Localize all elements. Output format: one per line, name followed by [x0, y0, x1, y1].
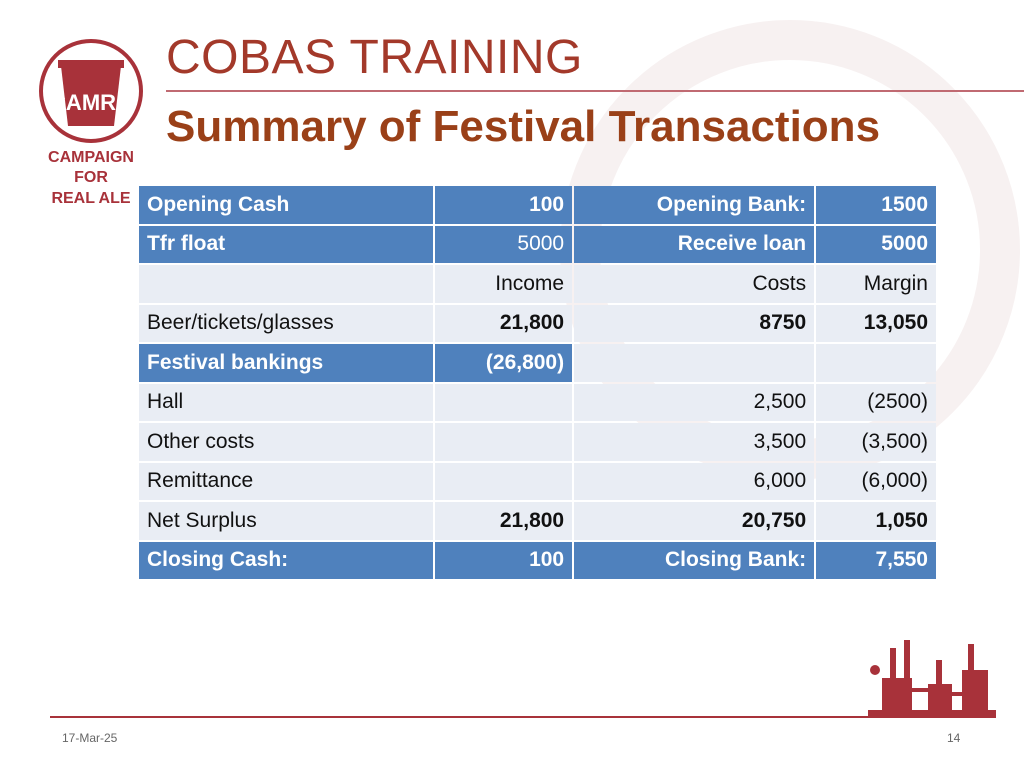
- table-cell: 20,750: [574, 502, 815, 540]
- table-cell: [435, 383, 573, 421]
- table-cell: (26,800): [435, 344, 573, 382]
- table-cell: [816, 344, 936, 382]
- table-cell: 3,500: [574, 423, 815, 461]
- table-cell: Opening Cash: [139, 186, 434, 224]
- table-cell: Closing Bank:: [574, 541, 815, 579]
- table-cell: Margin: [816, 265, 936, 303]
- table-cell: Closing Cash:: [139, 541, 434, 579]
- table-cell: 5000: [816, 225, 936, 263]
- table-cell: 100: [435, 541, 573, 579]
- table-row-column-headings: Income Costs Margin: [139, 265, 936, 303]
- table-cell: 2,500: [574, 383, 815, 421]
- table-cell: Beer/tickets/glasses: [139, 304, 434, 342]
- table-cell: [435, 423, 573, 461]
- slide-subtitle: Summary of Festival Transactions: [166, 102, 881, 151]
- slide-date: 17-Mar-25: [62, 731, 118, 745]
- table-cell: (3,500): [816, 423, 936, 461]
- svg-text:CAMPAIGN: CAMPAIGN: [48, 149, 134, 166]
- table-cell: (2500): [816, 383, 936, 421]
- camra-logo: CAMRA CAMPAIGN FOR REAL ALE: [39, 39, 143, 207]
- table-cell: 8750: [574, 304, 815, 342]
- table-cell: Income: [435, 265, 573, 303]
- table-row-other-costs: Other costs 3,500 (3,500): [139, 423, 936, 461]
- title-divider: [166, 90, 1024, 92]
- table-cell: Remittance: [139, 462, 434, 500]
- table-row-hall: Hall 2,500 (2500): [139, 383, 936, 421]
- svg-text:REAL ALE: REAL ALE: [51, 190, 130, 207]
- table-row-net-surplus: Net Surplus 21,800 20,750 1,050: [139, 502, 936, 540]
- table-cell: 1500: [816, 186, 936, 224]
- table-row-bankings: Festival bankings (26,800): [139, 344, 936, 382]
- table-cell: Hall: [139, 383, 434, 421]
- transactions-summary-table: Opening Cash 100 Opening Bank: 1500 Tfr …: [137, 184, 938, 581]
- table-cell: 6,000: [574, 462, 815, 500]
- footer-divider: [50, 716, 990, 718]
- table-cell: Opening Bank:: [574, 186, 815, 224]
- table-cell: 1,050: [816, 502, 936, 540]
- table-cell: Costs: [574, 265, 815, 303]
- table-cell: [435, 462, 573, 500]
- table-cell: Festival bankings: [139, 344, 434, 382]
- table-cell: Tfr float: [139, 225, 434, 263]
- table-cell: [574, 344, 815, 382]
- slide-page-number: 14: [947, 731, 961, 745]
- table-cell: Net Surplus: [139, 502, 434, 540]
- slide-title: COBAS TRAINING: [166, 31, 583, 84]
- table-cell: 13,050: [816, 304, 936, 342]
- table-cell: 5000: [435, 225, 573, 263]
- table-row-float: Tfr float 5000 Receive loan 5000: [139, 225, 936, 263]
- svg-text:CAMRA: CAMRA: [50, 90, 132, 115]
- table-row-closing: Closing Cash: 100 Closing Bank: 7,550: [139, 541, 936, 579]
- brewery-icon: [868, 640, 996, 718]
- table-cell: 7,550: [816, 541, 936, 579]
- table-cell: 21,800: [435, 304, 573, 342]
- table-cell: Other costs: [139, 423, 434, 461]
- table-cell: [139, 265, 434, 303]
- table-cell: Receive loan: [574, 225, 815, 263]
- table-cell: (6,000): [816, 462, 936, 500]
- table-row-beer: Beer/tickets/glasses 21,800 8750 13,050: [139, 304, 936, 342]
- table-row-opening: Opening Cash 100 Opening Bank: 1500: [139, 186, 936, 224]
- table-cell: 21,800: [435, 502, 573, 540]
- svg-text:FOR: FOR: [74, 169, 108, 186]
- table-cell: 100: [435, 186, 573, 224]
- table-row-remittance: Remittance 6,000 (6,000): [139, 462, 936, 500]
